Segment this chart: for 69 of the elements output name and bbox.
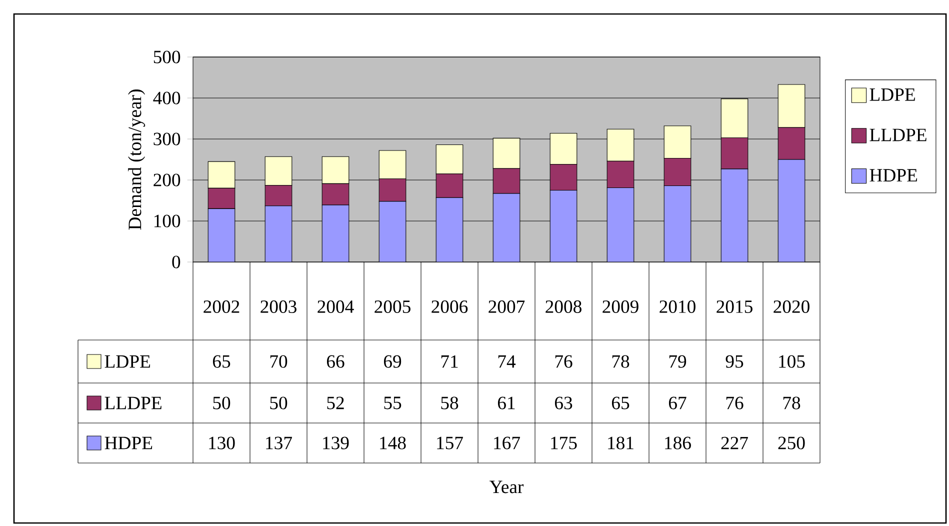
legend-label: HDPE: [870, 169, 918, 182]
bar: [322, 204, 350, 262]
data-label: 148: [380, 436, 406, 450]
data-label: 65: [612, 396, 630, 410]
y-tick-label: 100: [154, 214, 180, 228]
y-axis-title: Demand (ton/year): [128, 90, 146, 230]
x-tick-label: 2003: [260, 300, 296, 313]
data-label: 61: [498, 396, 515, 410]
x-tick-label: 2006: [432, 300, 468, 313]
data-label: 50: [213, 396, 230, 410]
data-label: 157: [437, 436, 463, 450]
legend-label: LLDPE: [870, 128, 926, 142]
x-tick-label: 2009: [602, 300, 638, 313]
data-label: 78: [783, 396, 800, 410]
text: HDPE: [104, 436, 152, 450]
x-tick-label: 2002: [204, 300, 240, 313]
y-tick-label: 0: [172, 256, 180, 268]
data-label: 52: [327, 396, 344, 410]
data-label: 95: [726, 355, 744, 368]
x-tick-label: 2008: [546, 300, 582, 313]
legend-label: LDPE: [870, 88, 915, 101]
data-label: 105: [779, 355, 805, 368]
data-label: 181: [608, 436, 634, 450]
bar: [778, 159, 806, 262]
data-label: 139: [323, 436, 349, 450]
data-label: 55: [384, 396, 402, 410]
x-tick-label: 2010: [660, 300, 696, 313]
data-label: 78: [612, 355, 630, 368]
data-label: 74: [498, 355, 516, 368]
y-tick-label: 400: [153, 92, 180, 104]
data-label: 69: [384, 355, 402, 368]
x-tick-label: 2004: [318, 300, 354, 313]
x-tick-label: 2007: [488, 300, 525, 313]
data-label: 66: [326, 355, 344, 368]
bar: [436, 197, 464, 262]
data-label: 186: [665, 436, 691, 450]
bar: [492, 193, 520, 262]
y-tick-label: 500: [154, 50, 180, 64]
bar: [664, 185, 692, 262]
data-label: 50: [270, 396, 288, 410]
data-label: 250: [778, 436, 805, 450]
data-label: 65: [212, 355, 230, 368]
data-label: 58: [441, 396, 458, 410]
x-tick-label: 2020: [774, 300, 810, 313]
data-label: 76: [726, 396, 744, 410]
data-label: 71: [441, 355, 458, 368]
x-tick-label: 2015: [716, 300, 752, 313]
y-tick-label: 300: [154, 132, 180, 146]
data-label: 63: [554, 396, 572, 410]
text: LLDPE: [104, 396, 162, 410]
data-label: 130: [209, 436, 235, 450]
bar: [720, 168, 748, 262]
data-label: 70: [270, 355, 288, 368]
bar: [264, 206, 292, 262]
bar: [378, 201, 406, 262]
bar: [550, 190, 578, 262]
text: Year: [490, 480, 524, 494]
bar: [606, 188, 634, 262]
bar: [208, 208, 236, 262]
data-label: 76: [555, 355, 572, 368]
x-tick-label: 2005: [374, 300, 410, 313]
y-tick-label: 200: [154, 174, 180, 186]
data-label: 137: [266, 436, 292, 450]
data-label: 79: [669, 355, 686, 368]
data-label: 175: [551, 436, 577, 450]
data-label: 227: [721, 436, 748, 450]
text: LDPE: [104, 355, 150, 368]
data-label: 67: [668, 396, 686, 410]
data-label: 167: [494, 436, 520, 450]
